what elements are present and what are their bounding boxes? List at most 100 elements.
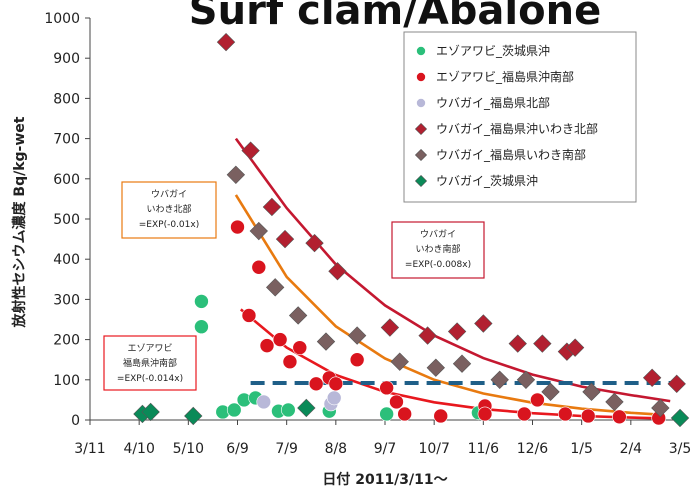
legend-label: ウバガイ_福島県沖いわき北部 — [436, 121, 598, 136]
legend-marker — [414, 122, 428, 136]
x-tick-label: 11/6 — [468, 441, 500, 457]
data-point-s5 — [347, 326, 367, 345]
y-tick-label: 100 — [53, 373, 80, 389]
data-point-s4 — [447, 322, 467, 341]
data-point-s5 — [605, 392, 624, 412]
legend-label: エゾアワビ_茨城県沖 — [436, 44, 550, 58]
annotation-line: いわき南部 — [415, 243, 460, 255]
data-point-s5 — [651, 398, 670, 418]
data-point-s5 — [452, 354, 472, 373]
data-point-s1 — [194, 319, 209, 335]
y-tick-label: 1000 — [44, 11, 80, 27]
y-tick-label: 300 — [53, 292, 80, 308]
data-point-s6 — [184, 406, 203, 426]
y-tick-label: 0 — [71, 413, 80, 429]
x-tick-label: 8/8 — [325, 441, 348, 457]
x-tick-label: 6/9 — [226, 441, 249, 457]
legend-marker — [414, 174, 428, 188]
annotation-box — [121, 181, 217, 239]
fit-curve — [234, 194, 664, 417]
data-point-s2 — [580, 408, 596, 424]
data-point-s2 — [612, 409, 627, 425]
annotation-box — [391, 221, 485, 279]
x-tick-label: 10/7 — [418, 441, 449, 457]
annotation-line: =EXP(-0.008x) — [405, 260, 471, 270]
annotation-line: 福島県沖南部 — [123, 357, 177, 369]
data-point-s2 — [557, 406, 573, 422]
data-point-s3 — [256, 394, 272, 410]
legend-marker — [416, 98, 426, 108]
data-point-s1 — [194, 294, 209, 309]
data-point-s6 — [670, 408, 690, 428]
data-point-s2 — [379, 380, 394, 396]
legend-marker — [414, 148, 428, 162]
data-point-s2 — [328, 376, 344, 392]
data-point-s1 — [379, 406, 394, 422]
annotation-line: ウバガイ — [151, 189, 187, 200]
annotation-box — [103, 335, 197, 391]
x-tick-label: 4/10 — [123, 441, 154, 457]
data-point-s5 — [266, 278, 285, 297]
data-point-s4 — [533, 334, 552, 353]
legend-label: ウバガイ_福島県北部 — [436, 95, 550, 110]
data-point-s6 — [297, 398, 316, 418]
data-point-s2 — [477, 406, 493, 422]
data-point-s2 — [272, 332, 288, 347]
data-point-s4 — [305, 233, 324, 253]
data-point-s4 — [262, 197, 282, 217]
y-tick-label: 800 — [53, 91, 80, 107]
annotations: ウバガイいわき北部=EXP(-0.01x)ウバガイいわき南部=EXP(-0.00… — [103, 181, 485, 391]
data-point-s2 — [292, 340, 308, 355]
x-tick-label: 3/11 — [74, 441, 105, 457]
axes: 0 100 200 300 400 500 600 700 800 900 1000 3/11 4/10… — [44, 11, 691, 457]
data-point-s2 — [241, 308, 257, 323]
legend-marker — [416, 72, 426, 82]
data-point-s2 — [433, 408, 449, 424]
y-tick-label: 200 — [53, 333, 80, 349]
fit-curves — [234, 137, 671, 420]
data-point-s2 — [259, 338, 275, 353]
data-point-s2 — [530, 392, 545, 408]
x-tick-label: 7/9 — [275, 441, 298, 457]
data-point-s2 — [230, 219, 245, 235]
legend: エゾアワビ_茨城県沖エゾアワビ_福島県沖南部ウバガイ_福島県北部ウバガイ_福島県… — [403, 31, 637, 203]
data-point-s4 — [380, 318, 400, 337]
y-axis-label: 放射性セシウム濃度 Bq/kg-wet — [11, 116, 28, 328]
data-point-s4 — [241, 141, 260, 160]
y-tick-label: 700 — [53, 132, 80, 148]
legend-label: ウバガイ_茨城県沖 — [436, 174, 538, 188]
data-point-s4 — [642, 368, 662, 387]
data-point-s4 — [565, 338, 585, 357]
y-tick-label: 400 — [53, 252, 80, 268]
data-point-s5 — [490, 370, 509, 389]
data-point-s3 — [326, 390, 342, 406]
data-point-s4 — [418, 326, 437, 345]
data-point-s5 — [249, 221, 268, 241]
x-tick-label: 2/4 — [620, 441, 643, 457]
data-point-s5 — [582, 382, 601, 402]
legend-box — [403, 31, 637, 203]
data-point-s5 — [541, 382, 560, 402]
fit-curve — [239, 308, 664, 420]
data-point-s4 — [216, 32, 236, 52]
data-point-s2 — [251, 259, 267, 275]
data-point-s5 — [316, 332, 336, 351]
data-point-s5 — [516, 370, 536, 389]
data-point-s5 — [226, 165, 246, 184]
data-point-s6 — [141, 402, 160, 422]
y-tick-label: 900 — [53, 51, 80, 67]
data-point-s2 — [397, 406, 412, 422]
annotation-line: エゾアワビ — [127, 343, 172, 354]
chart-title: Surf clam/Abalone — [189, 0, 601, 34]
data-point-s4 — [667, 374, 686, 393]
data-point-s2 — [389, 394, 404, 410]
x-tick-label: 3/5 — [669, 441, 692, 457]
x-tick-label: 5/10 — [173, 441, 204, 457]
data-point-s2 — [517, 406, 532, 422]
fit-curve — [234, 137, 671, 403]
data-point-s1 — [226, 402, 242, 418]
data-point-s4 — [328, 262, 347, 281]
data-point-s5 — [426, 358, 445, 377]
data-point-s4 — [508, 334, 527, 353]
data-point-s4 — [474, 314, 493, 333]
